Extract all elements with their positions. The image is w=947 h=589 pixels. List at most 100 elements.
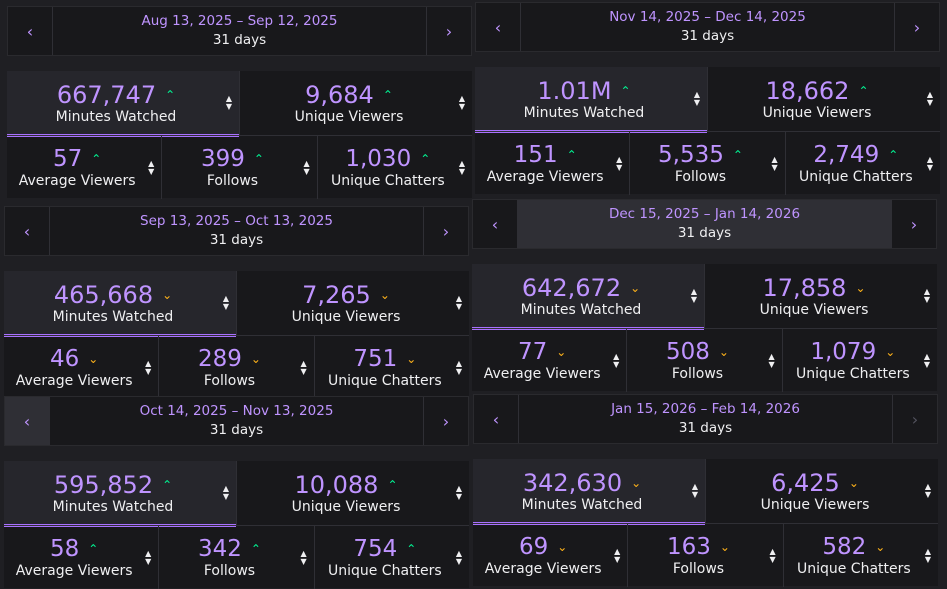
date-range-days: 31 days: [209, 422, 264, 438]
chevron-right-icon[interactable]: ›: [894, 3, 939, 51]
follows-label: Follows: [203, 563, 256, 579]
sort-icon[interactable]: ▲ ▼: [616, 154, 623, 172]
chatters-value: 582: [822, 534, 867, 560]
sort-icon[interactable]: ▲ ▼: [926, 90, 933, 107]
sort-icon[interactable]: ▲ ▼: [145, 358, 152, 376]
sort-icon[interactable]: ▲ ▼: [148, 158, 155, 176]
chatters-value: 1,030: [345, 146, 412, 172]
chatters-stat[interactable]: 2,749 ⌃ Unique Chatters ▲ ▼: [786, 132, 940, 195]
unique-value: 18,662: [765, 76, 850, 105]
chatters-stat[interactable]: 751 ⌄ Unique Chatters ▲ ▼: [315, 336, 469, 399]
unique-stat[interactable]: 17,858 ⌄ Unique Viewers ▲ ▼: [705, 264, 937, 328]
follows-stat[interactable]: 399 ⌃ Follows ▲ ▼: [162, 136, 318, 199]
chevron-right-icon[interactable]: ›: [891, 200, 936, 248]
avg-label: Average Viewers: [484, 561, 602, 577]
chevron-left-icon[interactable]: ‹: [476, 3, 521, 51]
chevron-left-icon[interactable]: ‹: [8, 7, 53, 55]
caret-down-icon: ⌄: [557, 540, 568, 554]
follows-stat[interactable]: 289 ⌄ Follows ▲ ▼: [159, 336, 315, 399]
date-range[interactable]: Jan 15, 2026 – Feb 14, 2026 31 days: [518, 395, 893, 443]
chatters-stat[interactable]: 754 ⌃ Unique Chatters ▲ ▼: [315, 526, 469, 589]
sort-icon[interactable]: ▲ ▼: [300, 548, 307, 566]
unique-label: Unique Viewers: [291, 498, 401, 515]
chatters-stat[interactable]: 1,079 ⌄ Unique Chatters ▲ ▼: [783, 329, 937, 392]
sort-icon[interactable]: ▲ ▼: [926, 154, 933, 172]
minutes-stat[interactable]: 342,630 ⌄ Minutes Watched ▲ ▼: [473, 459, 706, 525]
follows-value: 163: [667, 534, 711, 560]
chevron-left-icon[interactable]: ‹: [474, 395, 519, 443]
caret-up-icon: ⌃: [888, 148, 899, 162]
sort-icon[interactable]: ▲ ▼: [923, 351, 930, 369]
avg-label: Average Viewers: [486, 169, 604, 185]
sort-icon[interactable]: ▲ ▼: [923, 287, 930, 304]
sort-icon[interactable]: ▲ ▼: [693, 90, 700, 107]
avg-stat[interactable]: 151 ⌃ Average Viewers ▲ ▼: [475, 132, 631, 195]
sort-icon[interactable]: ▲ ▼: [458, 158, 465, 176]
follows-stat[interactable]: 163 ⌄ Follows ▲ ▼: [628, 524, 784, 587]
sort-icon[interactable]: ▲ ▼: [691, 482, 698, 499]
avg-stat[interactable]: 57 ⌃ Average Viewers ▲ ▼: [7, 136, 163, 199]
minutes-stat[interactable]: 1.01M ⌃ Minutes Watched ▲ ▼: [475, 67, 708, 133]
sort-icon[interactable]: ▲ ▼: [225, 94, 232, 111]
chevron-left-icon[interactable]: ‹: [5, 207, 50, 255]
sort-icon[interactable]: ▲ ▼: [222, 294, 229, 311]
caret-up-icon: ⌃: [253, 152, 264, 166]
minutes-stat[interactable]: 667,747 ⌃ Minutes Watched ▲ ▼: [7, 71, 240, 137]
chatters-stat[interactable]: 1,030 ⌃ Unique Chatters ▲ ▼: [318, 136, 472, 199]
unique-value: 17,858: [762, 273, 847, 302]
sort-icon[interactable]: ▲ ▼: [771, 154, 778, 172]
minutes-value: 667,747: [56, 80, 157, 109]
avg-stat[interactable]: 58 ⌃ Average Viewers ▲ ▼: [4, 526, 160, 589]
sort-icon[interactable]: ▲ ▼: [924, 482, 931, 499]
chatters-stat[interactable]: 582 ⌄ Unique Chatters ▲ ▼: [784, 524, 938, 587]
sort-icon[interactable]: ▲ ▼: [300, 358, 307, 376]
date-range[interactable]: Sep 13, 2025 – Oct 13, 2025 31 days: [49, 207, 424, 255]
sort-icon[interactable]: ▲ ▼: [455, 358, 462, 376]
minutes-label: Minutes Watched: [52, 498, 174, 515]
sort-icon[interactable]: ▲ ▼: [458, 94, 465, 111]
follows-label: Follows: [203, 373, 256, 389]
sort-icon[interactable]: ▲ ▼: [690, 287, 697, 304]
caret-up-icon: ⌃: [88, 542, 99, 556]
sort-icon[interactable]: ▲ ▼: [768, 351, 775, 369]
unique-stat[interactable]: 7,265 ⌄ Unique Viewers ▲ ▼: [237, 271, 469, 335]
date-range[interactable]: Dec 15, 2025 – Jan 14, 2026 31 days: [517, 200, 892, 248]
avg-stat[interactable]: 46 ⌄ Average Viewers ▲ ▼: [4, 336, 160, 399]
sort-icon[interactable]: ▲ ▼: [614, 546, 621, 564]
date-range[interactable]: Nov 14, 2025 – Dec 14, 2025 31 days: [520, 3, 895, 51]
sort-icon[interactable]: ▲ ▼: [455, 294, 462, 311]
date-range[interactable]: Oct 14, 2025 – Nov 13, 2025 31 days: [49, 397, 424, 445]
chevron-right-icon[interactable]: ›: [423, 207, 468, 255]
period-panel: ‹ Nov 14, 2025 – Dec 14, 2025 31 days › …: [475, 2, 940, 195]
unique-label: Unique Viewers: [762, 104, 872, 121]
caret-down-icon: ⌄: [631, 475, 642, 490]
follows-stat[interactable]: 508 ⌄ Follows ▲ ▼: [627, 329, 783, 392]
follows-stat[interactable]: 342 ⌃ Follows ▲ ▼: [159, 526, 315, 589]
date-range[interactable]: Aug 13, 2025 – Sep 12, 2025 31 days: [52, 7, 427, 55]
unique-stat[interactable]: 18,662 ⌃ Unique Viewers ▲ ▼: [708, 67, 940, 131]
sort-icon[interactable]: ▲ ▼: [145, 548, 152, 566]
sort-icon[interactable]: ▲ ▼: [455, 484, 462, 501]
minutes-value: 342,630: [522, 468, 623, 497]
caret-down-icon: ⌄: [556, 345, 567, 359]
minutes-stat[interactable]: 465,668 ⌄ Minutes Watched ▲ ▼: [4, 271, 237, 337]
minutes-stat[interactable]: 595,852 ⌃ Minutes Watched ▲ ▼: [4, 461, 237, 527]
sort-icon[interactable]: ▲ ▼: [303, 158, 310, 176]
unique-stat[interactable]: 6,425 ⌄ Unique Viewers ▲ ▼: [706, 459, 938, 523]
chevron-left-icon[interactable]: ‹: [473, 200, 518, 248]
sort-icon[interactable]: ▲ ▼: [613, 351, 620, 369]
chevron-right-icon[interactable]: ›: [423, 397, 468, 445]
unique-stat[interactable]: 9,684 ⌃ Unique Viewers ▲ ▼: [240, 71, 472, 135]
avg-value: 58: [49, 536, 80, 562]
chevron-left-icon[interactable]: ‹: [5, 397, 50, 445]
sort-icon[interactable]: ▲ ▼: [924, 546, 931, 564]
avg-stat[interactable]: 77 ⌄ Average Viewers ▲ ▼: [472, 329, 628, 392]
chevron-right-icon[interactable]: ›: [426, 7, 471, 55]
unique-stat[interactable]: 10,088 ⌃ Unique Viewers ▲ ▼: [237, 461, 469, 525]
sort-icon[interactable]: ▲ ▼: [769, 546, 776, 564]
sort-icon[interactable]: ▲ ▼: [455, 548, 462, 566]
follows-stat[interactable]: 5,535 ⌃ Follows ▲ ▼: [630, 132, 786, 195]
avg-stat[interactable]: 69 ⌄ Average Viewers ▲ ▼: [473, 524, 629, 587]
minutes-stat[interactable]: 642,672 ⌄ Minutes Watched ▲ ▼: [472, 264, 705, 330]
sort-icon[interactable]: ▲ ▼: [222, 484, 229, 501]
